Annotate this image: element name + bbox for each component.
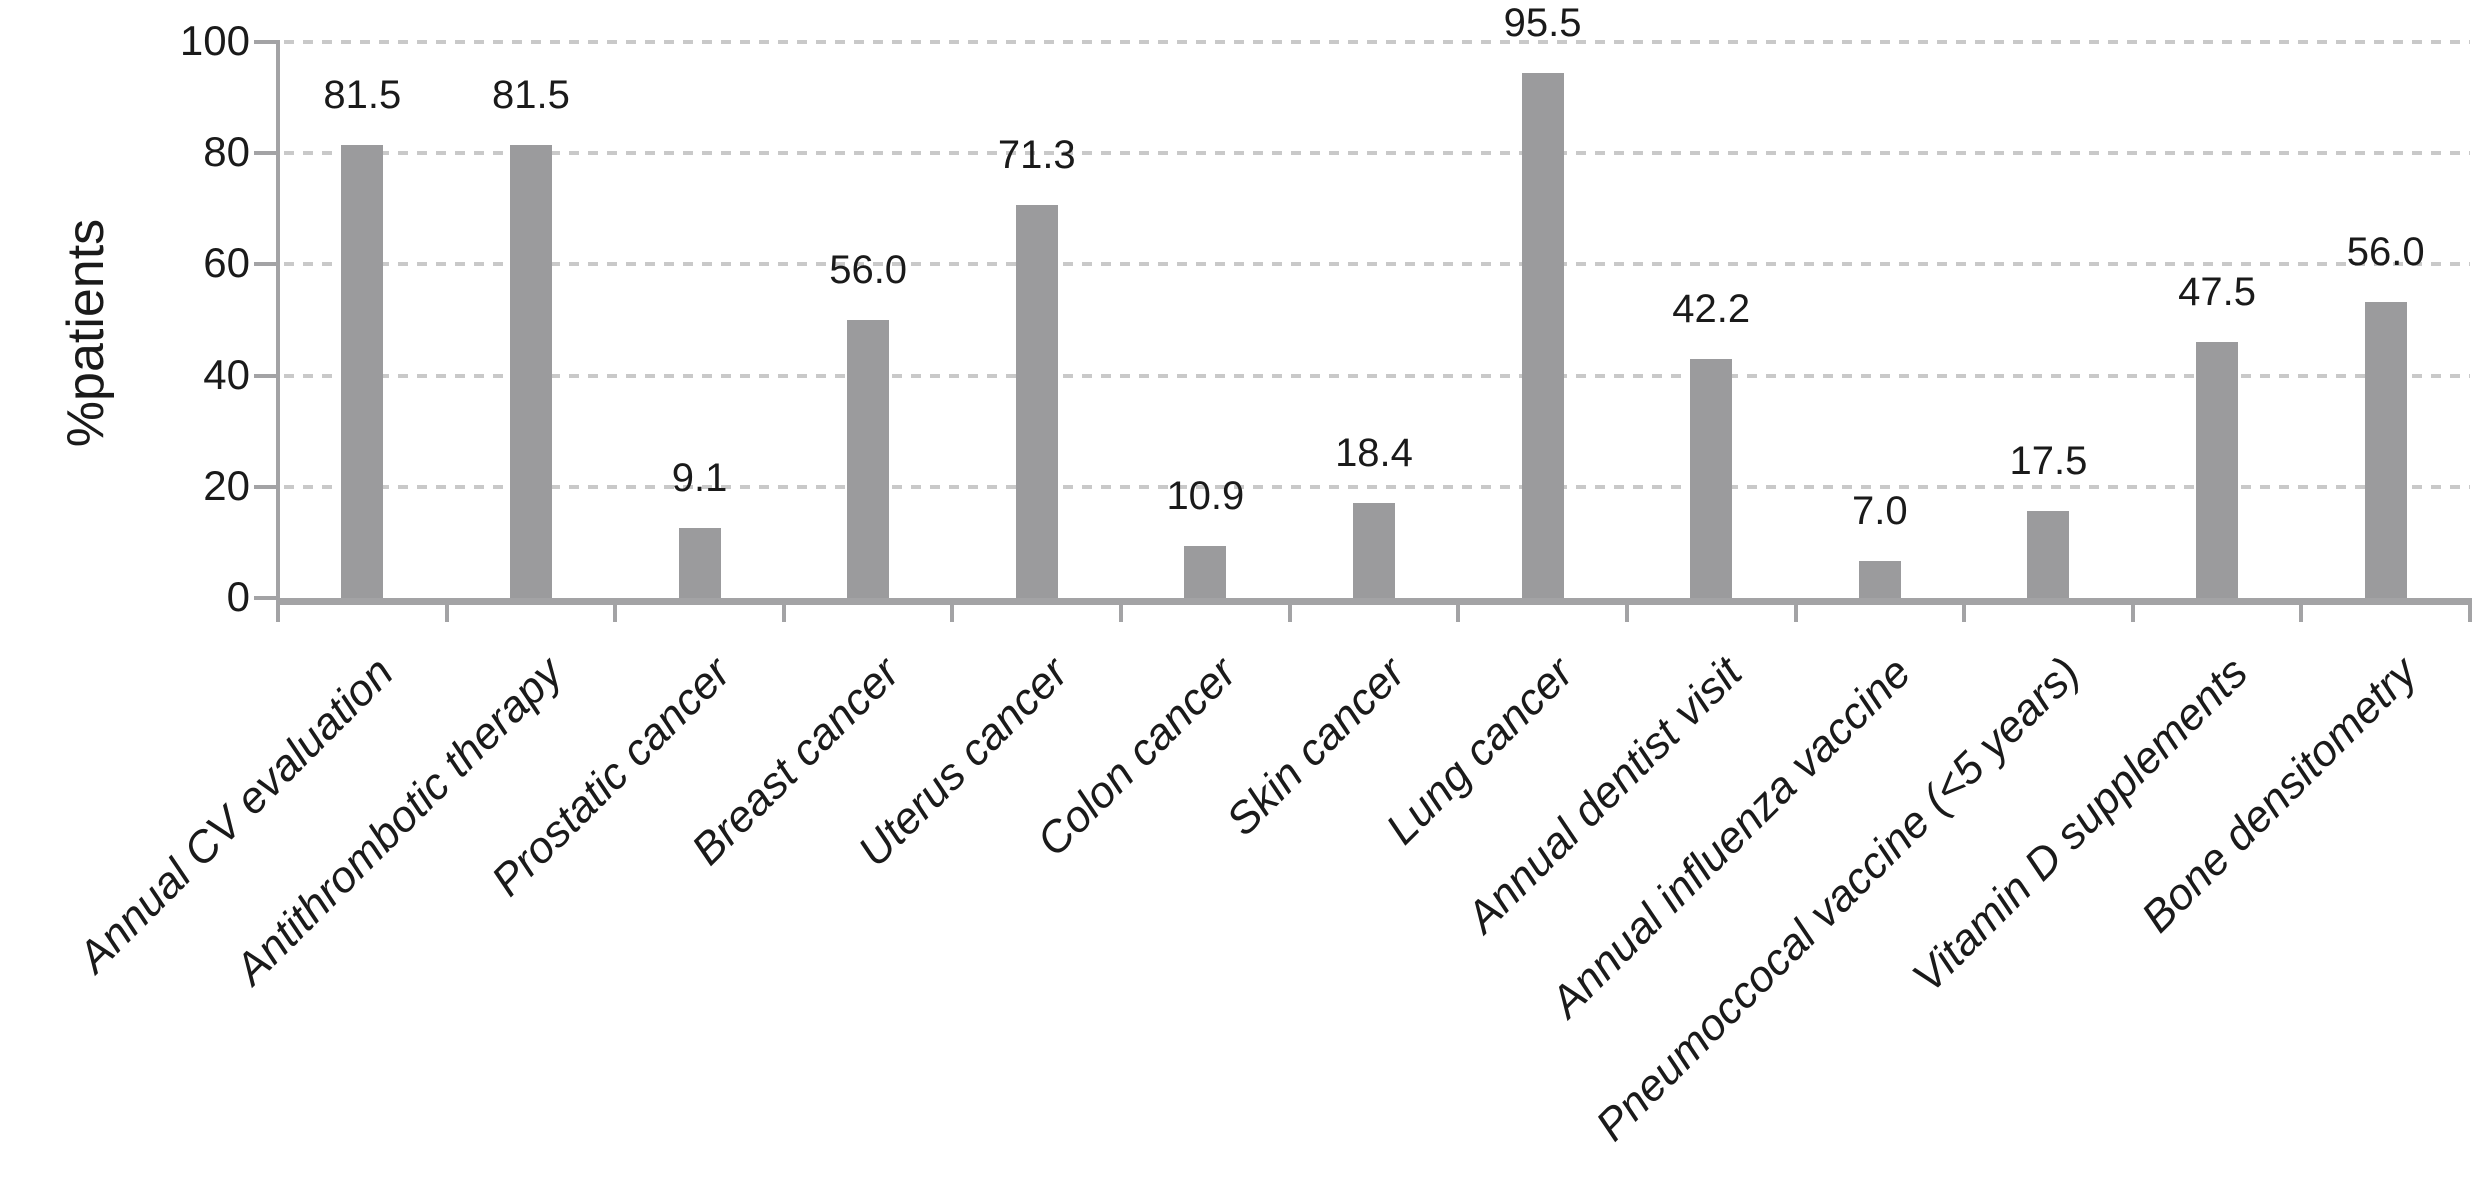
y-tick-label-20: 20	[203, 461, 250, 509]
x-category-label: Vitamin D supplements	[1903, 647, 2258, 1002]
y-tick-0	[254, 596, 278, 600]
bar-value-label: 9.1	[671, 455, 728, 500]
gridline-60	[284, 262, 2470, 267]
x-tick-5	[1119, 600, 1124, 622]
gridline-20	[284, 484, 2470, 489]
bar	[509, 144, 552, 598]
bar-value-label: 81.5	[491, 72, 570, 117]
x-tick-2	[613, 600, 618, 622]
bar	[1353, 503, 1395, 598]
y-tick-label-80: 80	[203, 128, 250, 176]
bar-value-label: 56.0	[2346, 230, 2425, 275]
y-tick-60	[254, 262, 278, 267]
y-tick-label-60: 60	[203, 239, 250, 287]
bar-value-label: 42.2	[1672, 286, 1751, 331]
y-tick-100	[254, 40, 278, 44]
x-axis-line	[276, 598, 2472, 605]
x-tick-1	[444, 600, 449, 622]
bar	[678, 527, 721, 598]
x-category-label: Annual CV evaluation	[68, 647, 403, 982]
bar-value-label: 71.3	[997, 133, 1076, 178]
bar-value-label: 81.5	[323, 72, 402, 117]
x-tick-6	[1287, 600, 1292, 622]
x-tick-12	[2299, 600, 2304, 622]
bar	[2364, 302, 2407, 598]
y-tick-40	[254, 373, 278, 378]
bar	[1015, 205, 1058, 598]
y-axis-title: %patients	[57, 218, 115, 448]
x-tick-9	[1793, 600, 1798, 622]
bar-value-label: 18.4	[1335, 431, 1413, 476]
bar	[847, 320, 890, 598]
bar-value-label: 56.0	[829, 248, 908, 292]
y-tick-label-100: 100	[179, 17, 250, 64]
y-tick-20	[254, 484, 278, 489]
bar-value-label: 10.9	[1166, 474, 1245, 519]
bar-value-label: 17.5	[2009, 438, 2088, 483]
bar-value-label: 95.5	[1503, 0, 1582, 45]
bar	[2196, 342, 2239, 598]
bar	[1858, 560, 1901, 598]
x-tick-8	[1624, 600, 1629, 622]
x-tick-7	[1456, 600, 1461, 622]
bar	[1184, 546, 1227, 598]
y-tick-80	[254, 151, 278, 156]
x-tick-4	[950, 600, 955, 622]
bar-value-label: 47.5	[2178, 270, 2256, 315]
bar-value-label: 7.0	[1852, 488, 1908, 533]
gridline-80	[284, 151, 2470, 156]
x-category-label: Antithrombotic therapy	[225, 647, 572, 994]
bar	[341, 144, 384, 598]
x-tick-10	[1962, 600, 1967, 622]
bar	[1521, 72, 1564, 598]
y-tick-label-40: 40	[203, 350, 250, 398]
gridline-40	[284, 373, 2470, 378]
bar	[1690, 358, 1733, 598]
x-tick-0	[276, 600, 280, 622]
y-tick-label-0: 0	[226, 573, 250, 620]
x-tick-13	[2468, 600, 2472, 622]
bar	[2027, 510, 2070, 598]
x-tick-11	[2130, 600, 2135, 622]
gridline-100	[284, 40, 2470, 44]
x-tick-3	[781, 600, 786, 622]
y-axis-line	[276, 40, 280, 605]
